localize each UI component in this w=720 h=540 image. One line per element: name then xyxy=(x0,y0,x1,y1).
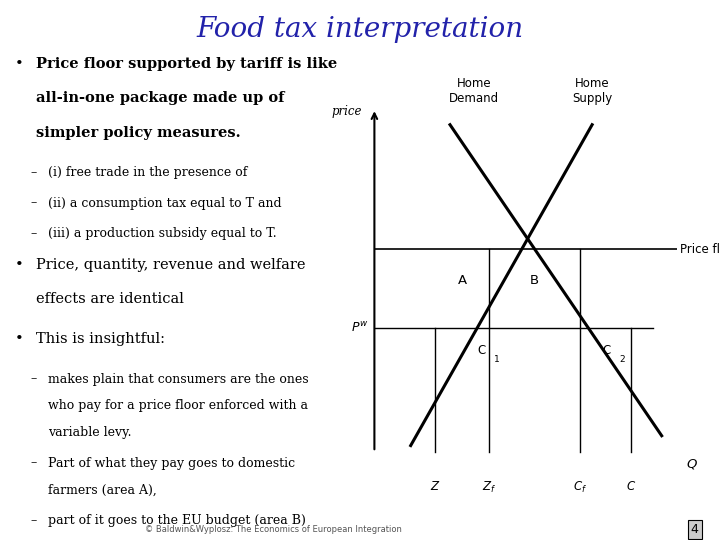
Text: $\mathit{P^w}$: $\mathit{P^w}$ xyxy=(351,321,369,335)
Text: 2: 2 xyxy=(619,355,625,364)
Text: •: • xyxy=(14,258,23,272)
Text: –: – xyxy=(30,456,37,470)
Text: Price floor: Price floor xyxy=(680,242,720,255)
Text: –: – xyxy=(30,166,37,179)
Text: This is insightful:: This is insightful: xyxy=(36,332,165,346)
Text: Home
Demand: Home Demand xyxy=(449,77,499,105)
Text: (iii) a production subsidy equal to T.: (iii) a production subsidy equal to T. xyxy=(48,227,276,240)
Text: C: C xyxy=(477,344,485,357)
Text: Food tax interpretation: Food tax interpretation xyxy=(197,16,523,43)
Text: $\mathit{Z}$: $\mathit{Z}$ xyxy=(430,480,440,493)
Text: © Baldwin&Wyplosz: The Economics of European Integration: © Baldwin&Wyplosz: The Economics of Euro… xyxy=(145,524,402,534)
Text: •: • xyxy=(14,332,23,346)
Text: Home
Supply: Home Supply xyxy=(572,77,612,105)
Text: $\mathit{Q}$: $\mathit{Q}$ xyxy=(686,457,698,471)
Text: makes plain that consumers are the ones: makes plain that consumers are the ones xyxy=(48,373,309,386)
Text: who pay for a price floor enforced with a: who pay for a price floor enforced with … xyxy=(48,399,308,412)
Text: (i) free trade in the presence of: (i) free trade in the presence of xyxy=(48,166,248,179)
Text: simpler policy measures.: simpler policy measures. xyxy=(36,126,240,140)
Text: 1: 1 xyxy=(494,355,500,364)
Text: farmers (area A),: farmers (area A), xyxy=(48,483,157,496)
Text: part of it goes to the EU budget (area B): part of it goes to the EU budget (area B… xyxy=(48,514,306,527)
Text: •: • xyxy=(14,57,23,71)
Text: –: – xyxy=(30,373,37,386)
Text: Price floor supported by tariff is like: Price floor supported by tariff is like xyxy=(36,57,337,71)
Text: price: price xyxy=(332,105,362,118)
Text: all-in-one package made up of: all-in-one package made up of xyxy=(36,91,284,105)
Text: –: – xyxy=(30,514,37,527)
Text: variable levy.: variable levy. xyxy=(48,426,132,439)
Text: effects are identical: effects are identical xyxy=(36,292,184,306)
Text: $C_f$: $C_f$ xyxy=(573,480,587,495)
Text: Price, quantity, revenue and welfare: Price, quantity, revenue and welfare xyxy=(36,258,305,272)
Text: $\mathit{C}$: $\mathit{C}$ xyxy=(626,480,636,493)
Text: –: – xyxy=(30,227,37,240)
Text: B: B xyxy=(530,274,539,287)
Text: Part of what they pay goes to domestic: Part of what they pay goes to domestic xyxy=(48,456,295,470)
Text: 4: 4 xyxy=(691,523,698,536)
Text: C: C xyxy=(603,344,611,357)
Text: A: A xyxy=(457,274,467,287)
Text: $Z_f$: $Z_f$ xyxy=(482,480,496,495)
Text: –: – xyxy=(30,197,37,210)
Text: (ii) a consumption tax equal to T and: (ii) a consumption tax equal to T and xyxy=(48,197,282,210)
